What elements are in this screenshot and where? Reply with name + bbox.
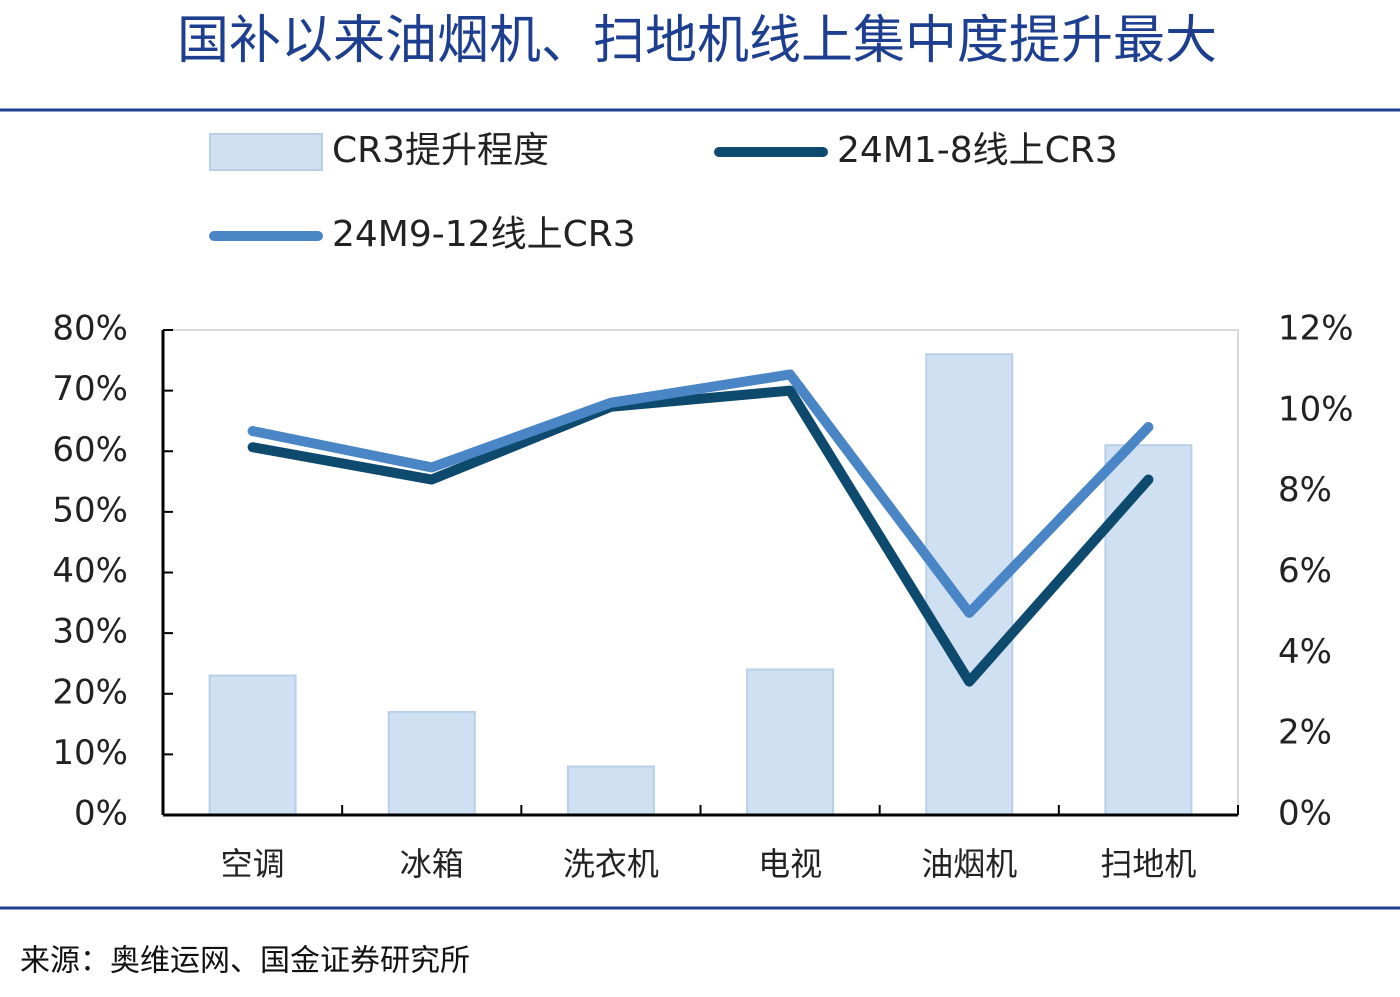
x-tick-label: 油烟机: [921, 845, 1017, 883]
y-tick-label: 70%: [52, 369, 128, 409]
legend-label: 24M9-12线上CR3: [332, 214, 636, 255]
bar: [746, 668, 835, 816]
chart-title: 国补以来油烟机、扫地机线上集中度提升最大: [177, 11, 1217, 71]
x-tick-label: 洗衣机: [563, 845, 659, 883]
legend-swatch: [209, 133, 323, 171]
y2-tick-label: 4%: [1278, 632, 1332, 672]
bar: [208, 674, 297, 816]
y-tick-label: 30%: [52, 612, 128, 652]
y-tick-label: 10%: [52, 733, 128, 773]
bar: [387, 710, 476, 816]
source: 来源：奥维运网、国金证券研究所: [20, 944, 470, 979]
y-tick-label: 0%: [74, 794, 128, 834]
y-tick-label: 50%: [52, 490, 128, 530]
line-series: [247, 369, 1154, 618]
y2-tick-label: 8%: [1278, 470, 1332, 510]
y-tick-label: 40%: [52, 551, 128, 591]
y2-tick-label: 0%: [1278, 794, 1332, 834]
x-tick-label: 扫地机: [1100, 845, 1196, 883]
y2-tick-label: 2%: [1278, 713, 1332, 753]
y-tick-label: 20%: [52, 672, 128, 712]
y2-tick-label: 6%: [1278, 551, 1332, 591]
y-tick-label: 80%: [52, 309, 128, 349]
y2-tick-label: 10%: [1278, 389, 1354, 429]
bar: [1104, 444, 1193, 816]
y2-tick-label: 12%: [1278, 309, 1354, 349]
x-tick-label: 电视: [758, 845, 822, 883]
y-tick-label: 60%: [52, 430, 128, 470]
x-tick-label: 空调: [221, 845, 285, 883]
legend-label: CR3提升程度: [332, 130, 549, 171]
x-tick-label: 冰箱: [400, 845, 464, 883]
bar: [566, 765, 655, 816]
legend-label: 24M1-8线上CR3: [837, 130, 1118, 171]
plot-frame: [163, 329, 1239, 815]
line-series: [247, 385, 1154, 687]
